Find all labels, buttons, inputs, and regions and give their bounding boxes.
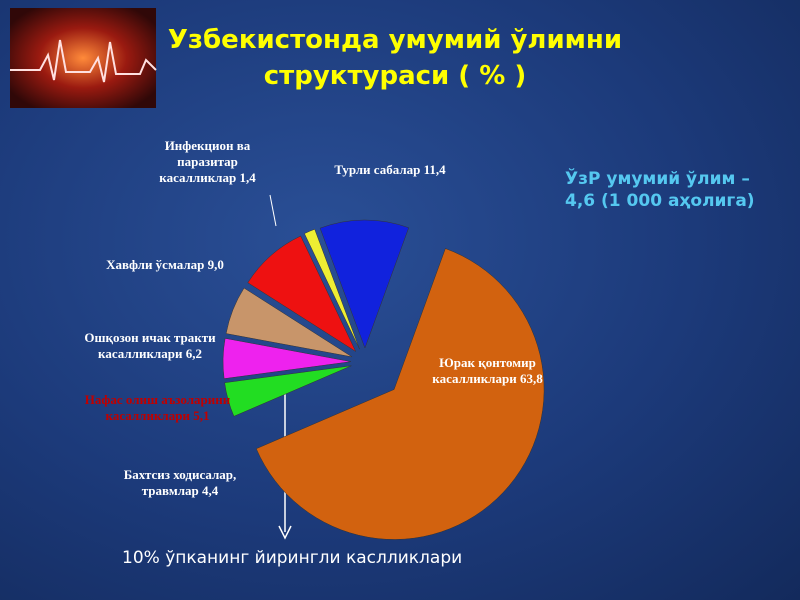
value-label: 4,4 (201, 483, 219, 498)
value-label: 11,4 (423, 162, 446, 177)
pie-slice (319, 219, 410, 349)
value-label: 9,0 (207, 257, 224, 272)
chart-title: Узбекистонда умумий ўлимни структураси (… (167, 25, 623, 91)
slice-label: Инфекцион ва паразитар касалликлар 1,4 (140, 138, 275, 186)
value-label: 1,4 (239, 170, 256, 185)
slice-label: Бахтсиз ходисалар, травмлар 4,4 (95, 467, 265, 499)
category-name: Турли сабалар (334, 162, 421, 177)
annotation: ЎзР умумий ўлим – 4,6 (1 000 аҳолига) (565, 169, 755, 211)
slice-label: Турли сабалар 11,4 (315, 162, 465, 178)
slice-label: Юрак қонтомир касалликлари 63,8 (425, 355, 550, 387)
category-name: Ошқозон ичак тракти касалликлари (84, 330, 216, 361)
category-name: Нафас олиш аъзоларини касалликлари (84, 392, 231, 423)
pie-slice (304, 228, 360, 350)
category-name: Бахтсиз ходисалар, травмлар (123, 467, 237, 498)
slice-label: Нафас олиш аъзоларини касалликлари 5,1 (70, 392, 245, 424)
slice-label: Хавфли ўсмалар 9,0 (85, 257, 245, 273)
category-name: Юрак қонтомир касалликлари (432, 355, 536, 386)
value-label: 5,1 (193, 408, 210, 423)
slice-label: Ошқозон ичак тракти касалликлари 6,2 (80, 330, 220, 362)
pie-slice (222, 338, 352, 379)
value-label: 63,8 (519, 371, 543, 386)
leader-line (269, 194, 277, 227)
category-name: Инфекцион ва паразитар касалликлар (159, 138, 251, 185)
arrow-head (278, 525, 292, 540)
pie-slice (225, 287, 353, 358)
annotation: 10% ўпканинг йирингли каслликлари (122, 548, 463, 568)
header-image (10, 8, 156, 108)
pie-slice (224, 365, 352, 417)
value-label: 6,2 (185, 346, 202, 361)
heartbeat-line (10, 39, 157, 83)
pie-slice (247, 235, 357, 353)
pie-slice (255, 248, 545, 540)
category-name: Хавфли ўсмалар (106, 257, 205, 272)
